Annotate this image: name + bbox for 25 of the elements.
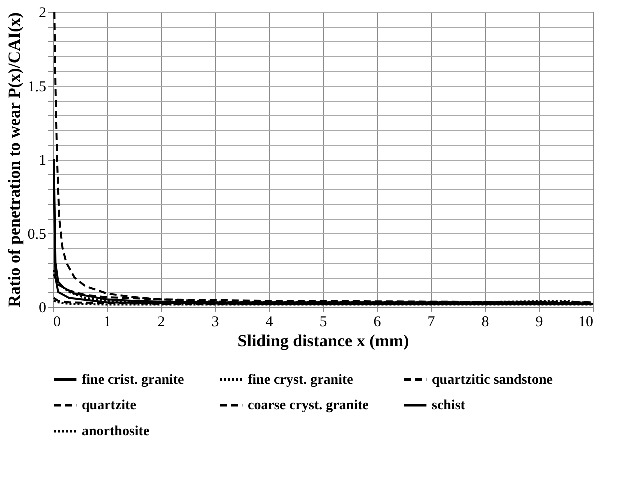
x-tick-label: 1 <box>104 314 112 330</box>
y-tick-label: 2 <box>39 6 46 22</box>
y-tick-label: 1 <box>39 153 46 169</box>
x-tick-label: 4 <box>266 314 274 330</box>
legend-label: quartzite <box>82 398 136 414</box>
y-axis-title: Ratio of penetration to wear P(x)/CAI(x) <box>4 12 24 308</box>
x-tick-label: 8 <box>482 314 490 330</box>
x-tick-label: 6 <box>374 314 382 330</box>
legend-label: fine crist. granite <box>82 372 184 388</box>
x-axis-title: Sliding distance x (mm) <box>238 332 410 350</box>
x-tick-label: 0 <box>54 314 61 330</box>
x-tick-label: 2 <box>158 314 166 330</box>
y-tick-label: 1.5 <box>28 79 46 96</box>
legend-label: anorthosite <box>82 424 150 440</box>
x-tick-label: 7 <box>428 314 436 330</box>
legend-label: quartzitic sandstone <box>432 372 553 388</box>
legend-label: coarse cryst. granite <box>248 398 369 414</box>
x-tick-label: 9 <box>536 314 544 330</box>
x-tick-label: 5 <box>320 314 328 330</box>
x-tick-label: 3 <box>212 314 220 330</box>
x-tick-label: 10 <box>578 314 594 330</box>
y-tick-label: 0 <box>39 300 46 316</box>
y-tick-label: 0.5 <box>28 226 46 243</box>
legend-label: fine cryst. granite <box>248 372 354 388</box>
legend-label: schist <box>432 398 466 414</box>
